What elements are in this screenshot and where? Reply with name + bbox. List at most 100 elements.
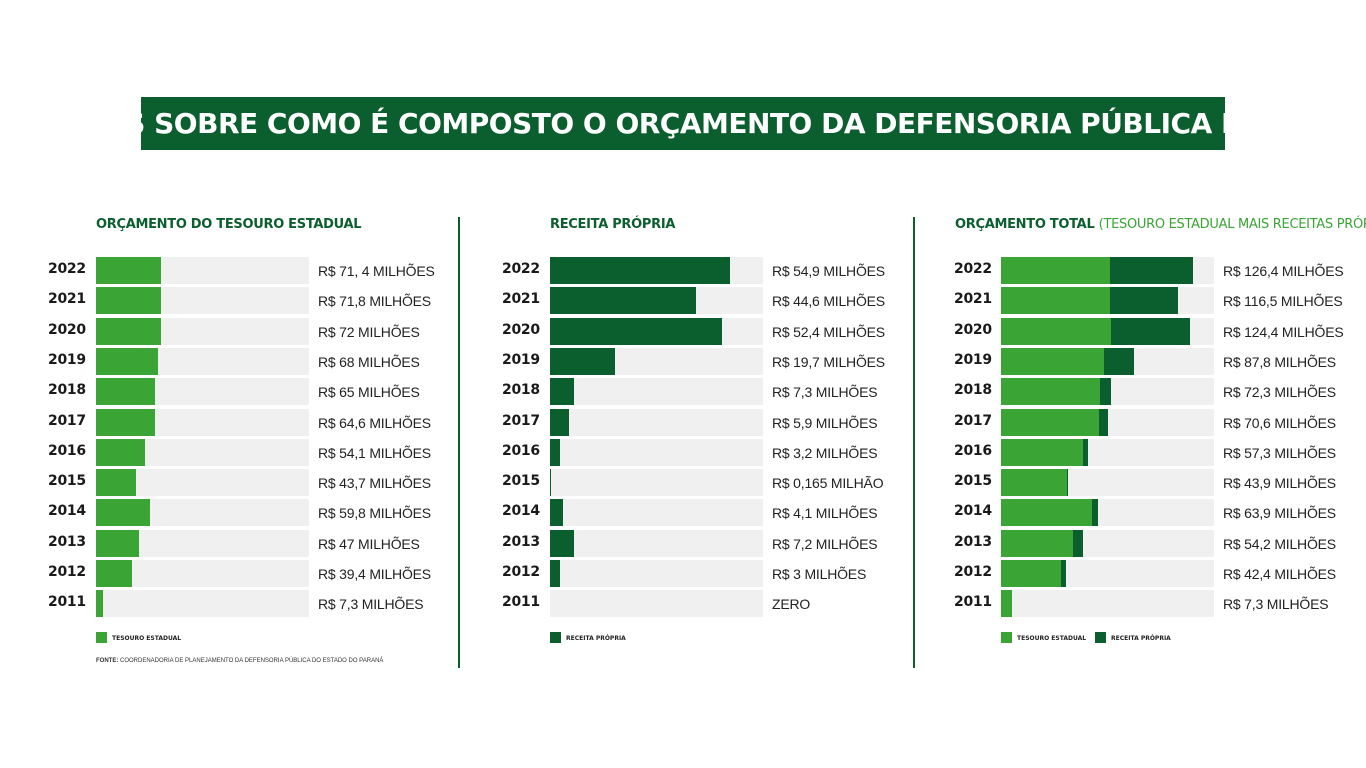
year-label: 2011	[954, 594, 992, 611]
value-label: R$ 87,8 MILHÕES	[1223, 353, 1336, 370]
bar-track	[550, 347, 763, 375]
source-label: FONTE:	[96, 658, 119, 664]
page-title: SAIBA MAIS SOBRE COMO É COMPOSTO O ORÇAM…	[0, 97, 1366, 150]
bar-receita	[1060, 560, 1066, 587]
bar-tesouro	[1001, 529, 1073, 557]
bar-tesouro	[96, 499, 151, 527]
chart-title-text: ORÇAMENTO DO TESOURO ESTADUAL	[96, 217, 362, 232]
bar-receita	[550, 438, 561, 466]
year-label: 2020	[502, 321, 540, 338]
year-label: 2012	[954, 564, 992, 580]
value-label: R$ 72 MILHÕES	[318, 323, 420, 340]
year-label: 2013	[502, 533, 540, 550]
bar-track	[1001, 347, 1214, 375]
value-label: R$ 126,4 MILHÕES	[1223, 263, 1344, 279]
bar-tesouro	[96, 408, 155, 436]
chart-subtitle-text: (TESOURO ESTADUAL MAIS RECEITAS PRÓPRIAS…	[1098, 217, 1366, 232]
year-label: 2015	[954, 473, 992, 490]
value-label: R$ 3,2 MILHÕES	[772, 444, 878, 461]
bar-receita	[550, 499, 564, 527]
year-label: 2019	[502, 351, 540, 368]
year-label: 2018	[48, 382, 86, 399]
bar-receita	[1083, 438, 1089, 466]
value-label: R$ 39,4 MILHÕES	[318, 566, 431, 582]
value-label: R$ 5,9 MILHÕES	[772, 414, 878, 431]
year-label: 2014	[502, 503, 540, 520]
bar-tesouro	[1001, 499, 1092, 527]
bar-tesouro	[1001, 257, 1110, 284]
bar-track	[550, 529, 763, 557]
value-label: R$ 124,4 MILHÕES	[1223, 323, 1344, 340]
bar-tesouro	[1001, 287, 1111, 315]
year-label: 2014	[48, 503, 86, 520]
value-label: R$ 43,7 MILHÕES	[318, 475, 431, 492]
bar-track	[96, 257, 309, 284]
year-label: 2016	[48, 442, 86, 459]
value-label: R$ 68 MILHÕES	[318, 353, 420, 370]
value-label: R$ 43,9 MILHÕES	[1223, 475, 1336, 492]
value-label: R$ 54,1 MILHÕES	[318, 444, 431, 461]
year-label: 2014	[954, 503, 992, 520]
bar-receita	[1110, 287, 1179, 315]
bar-receita	[550, 257, 730, 284]
year-label: 2021	[48, 291, 86, 308]
year-label: 2017	[502, 412, 540, 429]
legend-label: TESOURO ESTADUAL	[112, 635, 182, 642]
bar-receita	[550, 378, 574, 406]
bar-tesouro	[96, 590, 103, 618]
bar-track	[96, 347, 309, 375]
value-label: R$ 71,8 MILHÕES	[318, 293, 431, 310]
bar-tesouro	[1001, 378, 1100, 406]
year-label: 2016	[954, 442, 992, 459]
year-label: 2012	[502, 564, 540, 580]
bar-track	[550, 499, 763, 527]
value-label: R$ 19,7 MILHÕES	[772, 353, 885, 370]
bar-tesouro	[1001, 590, 1013, 618]
bar-track	[96, 499, 309, 527]
value-label: R$ 63,9 MILHÕES	[1223, 505, 1336, 522]
bar-tesouro	[96, 438, 146, 466]
bar-track	[96, 378, 309, 406]
source-note: FONTE: COORDENADORIA DE PLANEJAMENTO DA …	[96, 658, 383, 664]
year-label: 2022	[954, 261, 992, 277]
bar-receita	[1067, 469, 1069, 497]
legend-label: TESOURO ESTADUAL	[1017, 635, 1087, 642]
bar-track	[96, 529, 309, 557]
bar-tesouro	[96, 469, 136, 497]
value-label: R$ 0,165 MILHÃO	[772, 475, 884, 492]
bar-tesouro	[96, 287, 162, 315]
chart-title-receita: RECEITA PRÓPRIA	[550, 217, 675, 232]
bar-track	[96, 287, 309, 315]
bar-tesouro	[1001, 560, 1061, 587]
value-label: R$ 7,3 MILHÕES	[772, 384, 878, 401]
bar-track	[1001, 499, 1214, 527]
value-label: R$ 116,5 MILHÕES	[1223, 293, 1343, 310]
bar-track	[1001, 469, 1214, 497]
bar-track	[1001, 529, 1214, 557]
year-label: 2011	[48, 594, 86, 611]
bar-track	[96, 317, 309, 345]
bar-tesouro	[96, 529, 139, 557]
bar-track	[96, 560, 309, 587]
value-label: R$ 42,4 MILHÕES	[1223, 566, 1336, 582]
chart-title-tesouro: ORÇAMENTO DO TESOURO ESTADUAL	[96, 217, 362, 232]
bar-receita	[550, 529, 574, 557]
year-label: 2020	[48, 321, 86, 338]
year-label: 2018	[954, 382, 992, 399]
chart-title-text: ORÇAMENTO TOTAL	[955, 217, 1095, 232]
year-label: 2021	[954, 291, 992, 308]
value-label: R$ 47 MILHÕES	[318, 535, 420, 552]
bar-track	[1001, 257, 1214, 284]
bar-receita	[1099, 408, 1109, 436]
value-label: R$ 59,8 MILHÕES	[318, 505, 431, 522]
bar-tesouro	[96, 378, 155, 406]
bar-track	[96, 438, 309, 466]
value-label: R$ 72,3 MILHÕES	[1223, 384, 1336, 401]
bar-track	[550, 257, 763, 284]
year-label: 2013	[954, 533, 992, 550]
bar-tesouro	[1001, 438, 1084, 466]
legend-swatch	[96, 632, 107, 643]
value-label: R$ 65 MILHÕES	[318, 384, 420, 401]
bar-track	[550, 408, 763, 436]
divider-right	[913, 217, 915, 668]
